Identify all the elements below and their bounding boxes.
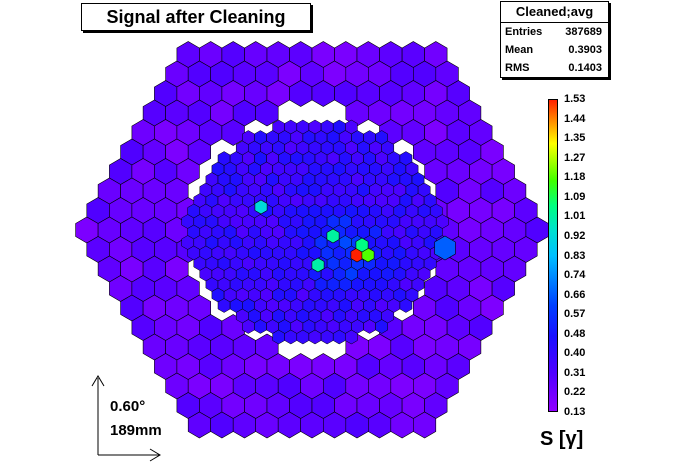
color-scale-tick-label: 1.18 [564,171,586,184]
color-scale-tick-label: 0.40 [564,347,586,360]
hot-pixel [254,199,268,215]
outer-pixel [255,99,279,127]
color-scale-tick-label: 0.48 [564,327,586,340]
stats-row-rms: RMS 0.1403 [501,59,608,77]
inner-pixel [399,298,413,313]
color-scale-tick-label: 0.57 [564,308,586,321]
color-scale-tick-label: 0.13 [564,406,586,418]
stats-row-entries: Entries 387689 [501,23,608,41]
outer-pixel [413,411,437,439]
color-scale-labels: 1.53 1.44 1.35 1.27 1.18 1.09 1.01 0.92 0.83 0.74… [558,93,598,418]
scale-angle-label: 0.60° [110,398,146,415]
stats-value: 0.1403 [568,62,602,74]
inner-pixel-region [181,119,449,345]
scale-length-label: 189mm [110,422,162,439]
stats-row-mean: Mean 0.3903 [501,41,608,59]
color-scale-tick-label: 1.27 [564,151,586,164]
plot-title: Signal after Cleaning [106,6,286,27]
color-scale-tick-label: 1.01 [564,210,586,223]
statistics-box: Cleaned;avg Entries 387689 Mean 0.3903 R… [500,1,609,78]
color-scale-tick-label: 0.31 [564,366,586,379]
stats-label: RMS [505,62,530,74]
stats-value: 0.3903 [568,44,602,56]
stats-value: 387689 [565,26,602,38]
stats-label: Entries [505,26,543,38]
color-scale-tick-label: 1.09 [564,190,586,203]
inner-pixel [345,329,358,345]
outer-pixel-ring [75,41,549,439]
color-scale-tick-label: 1.53 [564,93,586,105]
color-scale-tick-label: 0.74 [564,269,586,282]
stats-label: Mean [505,44,534,56]
z-axis-title: S [γ] [540,428,584,450]
color-scale-tick-label: 1.35 [564,132,586,145]
color-scale-tick-label: 0.66 [564,288,586,301]
inner-pixel [375,319,388,334]
color-scale-bar [548,99,558,412]
color-scale-tick-label: 0.22 [564,386,586,399]
hot-pixel [311,257,325,273]
color-scale-tick-label: 0.83 [564,249,586,262]
plot-title-box: Signal after Cleaning [81,3,311,31]
stats-header: Cleaned;avg [501,2,608,23]
outer-pixel [221,119,245,146]
hot-pixel [434,235,456,261]
color-scale-tick-label: 1.44 [564,112,586,125]
color-scale-tick-label: 0.92 [564,229,586,242]
hot-pixel [326,228,340,244]
hot-pixel [355,237,369,253]
